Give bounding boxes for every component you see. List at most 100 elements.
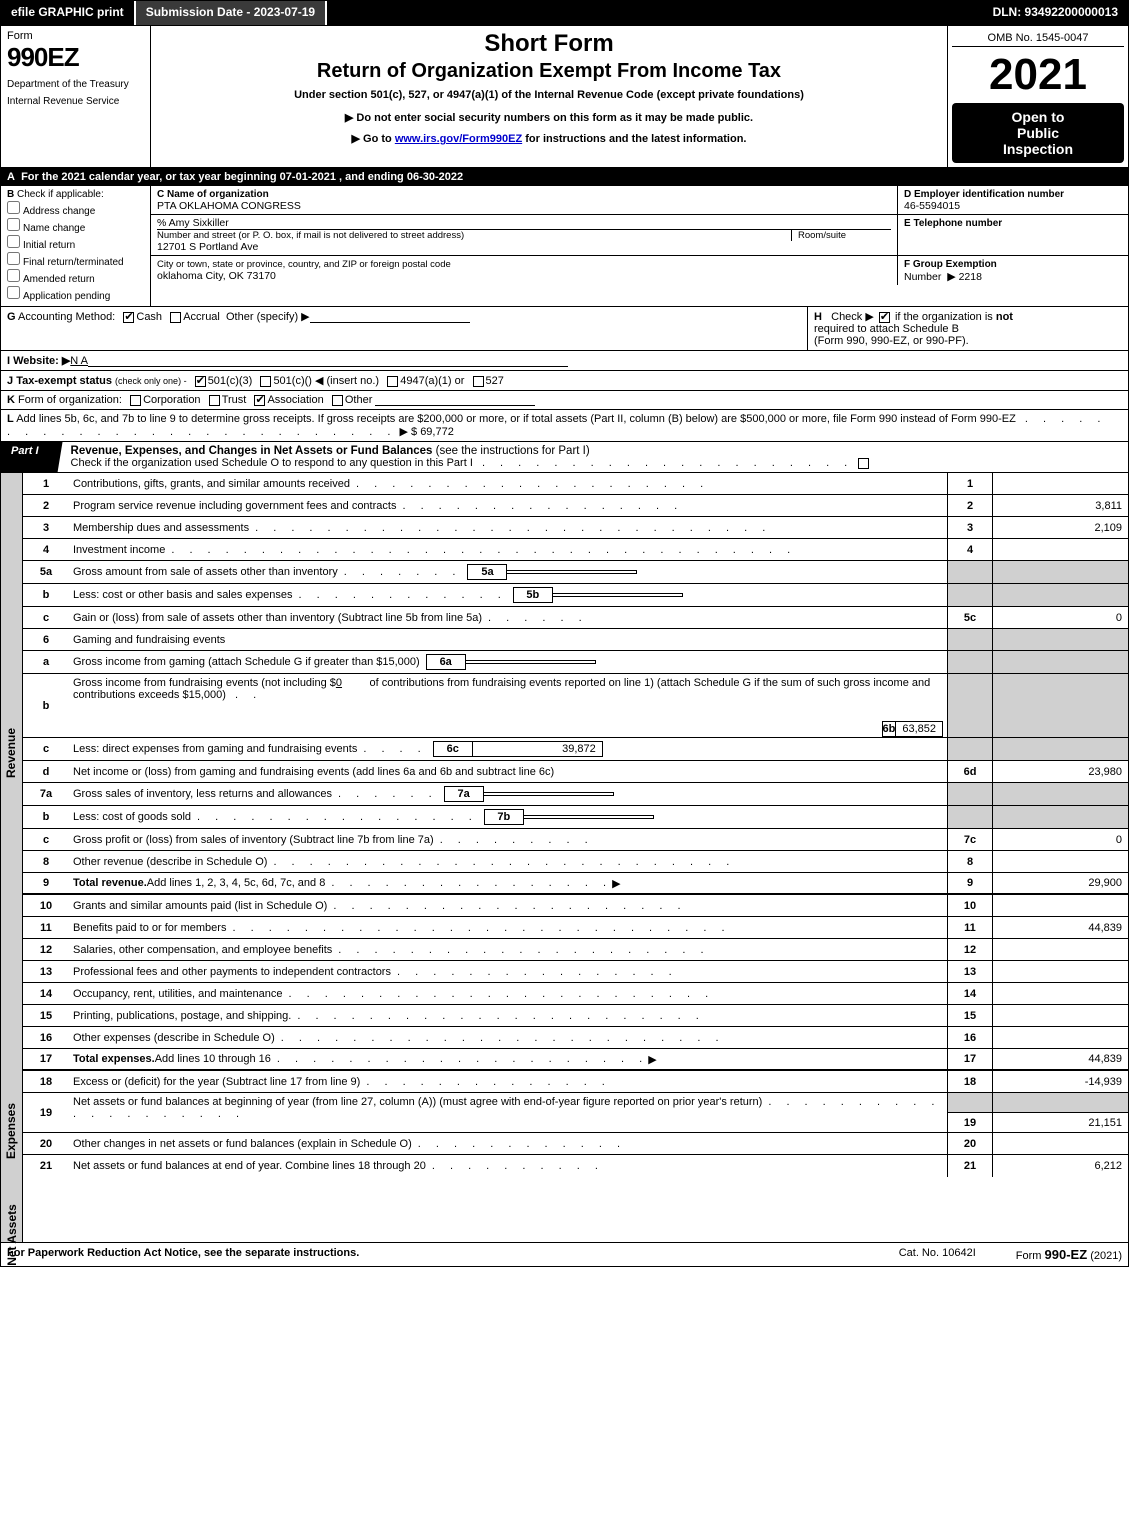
l5a-nv bbox=[507, 570, 637, 574]
dept-treasury: Department of the Treasury bbox=[7, 79, 144, 90]
l4-dots: . . . . . . . . . . . . . . . . . . . . … bbox=[171, 544, 796, 556]
chk-address-change[interactable]: Address change bbox=[7, 201, 144, 217]
l6d-d: Net income or (loss) from gaming and fun… bbox=[73, 766, 554, 778]
l7c-d: Gross profit or (loss) from sales of inv… bbox=[73, 834, 434, 846]
website-blank bbox=[88, 355, 568, 367]
side-label-expenses-txt: Expenses bbox=[5, 1102, 19, 1158]
chk-application-pending[interactable]: Application pending bbox=[7, 286, 144, 302]
chk-address-change-box[interactable] bbox=[7, 201, 20, 214]
l10-n: 10 bbox=[23, 895, 69, 916]
chk-trust[interactable] bbox=[209, 395, 220, 406]
letter-H: H bbox=[814, 311, 822, 323]
street-label: Number and street (or P. O. box, if mail… bbox=[157, 230, 791, 241]
chk-527[interactable] bbox=[473, 376, 484, 387]
H-text3: required to attach Schedule B bbox=[814, 323, 959, 335]
part1-title-wrap: Revenue, Expenses, and Changes in Net As… bbox=[63, 442, 1128, 472]
l18-d: Excess or (deficit) for the year (Subtra… bbox=[73, 1076, 360, 1088]
chk-final-return[interactable]: Final return/terminated bbox=[7, 252, 144, 268]
l7b-nv bbox=[524, 815, 654, 819]
chk-accrual[interactable] bbox=[170, 312, 181, 323]
l6c-greybox bbox=[947, 738, 993, 760]
dln-label: DLN: 93492200000013 bbox=[983, 1, 1128, 25]
side-label-revenue: Revenue bbox=[1, 473, 23, 1033]
l7a-nv bbox=[484, 792, 614, 796]
chk-H[interactable] bbox=[879, 312, 890, 323]
chk-other-org[interactable] bbox=[332, 395, 343, 406]
l5c-d: Gain or (loss) from sale of assets other… bbox=[73, 612, 482, 624]
chk-application-pending-box[interactable] bbox=[7, 286, 20, 299]
l6d-n: d bbox=[23, 761, 69, 782]
K-o2: Trust bbox=[222, 394, 247, 406]
l8-dots: . . . . . . . . . . . . . . . . . . . . … bbox=[273, 856, 735, 868]
chk-final-return-box[interactable] bbox=[7, 252, 20, 265]
chk-501c[interactable] bbox=[260, 376, 271, 387]
chk-4947[interactable] bbox=[387, 376, 398, 387]
chk-initial-return-box[interactable] bbox=[7, 235, 20, 248]
l16-amt bbox=[993, 1027, 1128, 1048]
line-15: 15 Printing, publications, postage, and … bbox=[23, 1005, 1128, 1027]
l5a-d: Gross amount from sale of assets other t… bbox=[73, 566, 338, 578]
l7b-greyamt bbox=[993, 806, 1128, 828]
C-street-cell: % Amy Sixkiller Number and street (or P.… bbox=[151, 215, 898, 255]
l20-box: 20 bbox=[947, 1133, 993, 1154]
H-text1: Check ▶ bbox=[831, 311, 874, 323]
F-cell: F Group Exemption Number ▶ 2218 bbox=[898, 256, 1128, 285]
l8-d: Other revenue (describe in Schedule O) bbox=[73, 856, 267, 868]
part1-title: Revenue, Expenses, and Changes in Net As… bbox=[71, 445, 433, 457]
K-o3: Association bbox=[267, 394, 323, 406]
l17-amt: 44,839 bbox=[993, 1049, 1128, 1069]
l2-dots: . . . . . . . . . . . . . . . . bbox=[402, 500, 683, 512]
C-name-cell: C Name of organization PTA OKLAHOMA CONG… bbox=[151, 186, 898, 214]
J-label: Tax-exempt status bbox=[16, 375, 112, 387]
l6-d: Gaming and fundraising events bbox=[73, 634, 225, 646]
l12-dots: . . . . . . . . . . . . . . . . . . . . … bbox=[338, 944, 709, 956]
l18-dots: . . . . . . . . . . . . . . bbox=[366, 1076, 611, 1088]
l16-d: Other expenses (describe in Schedule O) bbox=[73, 1032, 275, 1044]
l5b-n: b bbox=[23, 584, 69, 606]
l12-d: Salaries, other compensation, and employ… bbox=[73, 944, 332, 956]
letter-A: A bbox=[7, 171, 15, 183]
line-13: 13 Professional fees and other payments … bbox=[23, 961, 1128, 983]
chk-name-change[interactable]: Name change bbox=[7, 218, 144, 234]
L-arrow: ▶ $ bbox=[399, 426, 417, 438]
chk-corp[interactable] bbox=[130, 395, 141, 406]
l6a-greybox bbox=[947, 651, 993, 673]
l6c-d: Less: direct expenses from gaming and fu… bbox=[73, 743, 357, 755]
chk-application-pending-txt: Application pending bbox=[23, 291, 110, 302]
irs-link[interactable]: www.irs.gov/Form990EZ bbox=[395, 133, 522, 145]
F-arrow: ▶ bbox=[947, 271, 955, 283]
chk-amended-return[interactable]: Amended return bbox=[7, 269, 144, 285]
letter-C: C bbox=[157, 189, 164, 200]
l12-n: 12 bbox=[23, 939, 69, 960]
l16-dots: . . . . . . . . . . . . . . . . . . . . … bbox=[281, 1032, 725, 1044]
form-header: Form 990EZ Department of the Treasury In… bbox=[1, 25, 1128, 168]
K-o4: Other bbox=[345, 394, 373, 406]
G-other-blank[interactable] bbox=[310, 311, 470, 323]
chk-assoc[interactable] bbox=[254, 395, 265, 406]
side-label-expenses: Expenses bbox=[1, 1033, 23, 1228]
chk-501c3[interactable] bbox=[195, 376, 206, 387]
street-value: 12701 S Portland Ave bbox=[157, 241, 258, 253]
line-12: 12 Salaries, other compensation, and emp… bbox=[23, 939, 1128, 961]
chk-cash[interactable] bbox=[123, 312, 134, 323]
l13-n: 13 bbox=[23, 961, 69, 982]
line-8: 8 Other revenue (describe in Schedule O)… bbox=[23, 851, 1128, 873]
submission-date-button[interactable]: Submission Date - 2023-07-19 bbox=[136, 1, 327, 25]
l9-d: Total revenue. bbox=[73, 877, 147, 889]
chk-scheduleO[interactable] bbox=[858, 458, 869, 469]
l21-d: Net assets or fund balances at end of ye… bbox=[73, 1160, 426, 1172]
l6a-n: a bbox=[23, 651, 69, 673]
l7a-greybox bbox=[947, 783, 993, 805]
l18-amt: -14,939 bbox=[993, 1071, 1128, 1092]
efile-print-button[interactable]: efile GRAPHIC print bbox=[1, 1, 136, 25]
line-3: 3 Membership dues and assessments. . . .… bbox=[23, 517, 1128, 539]
chk-amended-return-box[interactable] bbox=[7, 269, 20, 282]
l9-arrow: ▶ bbox=[612, 877, 620, 890]
I-label: Website: ▶ bbox=[13, 355, 70, 367]
l3-dots: . . . . . . . . . . . . . . . . . . . . … bbox=[255, 522, 771, 534]
chk-name-change-box[interactable] bbox=[7, 218, 20, 231]
chk-initial-return[interactable]: Initial return bbox=[7, 235, 144, 251]
l2-n: 2 bbox=[23, 495, 69, 516]
K-other-blank[interactable] bbox=[375, 394, 535, 406]
chk-address-change-txt: Address change bbox=[23, 206, 95, 217]
